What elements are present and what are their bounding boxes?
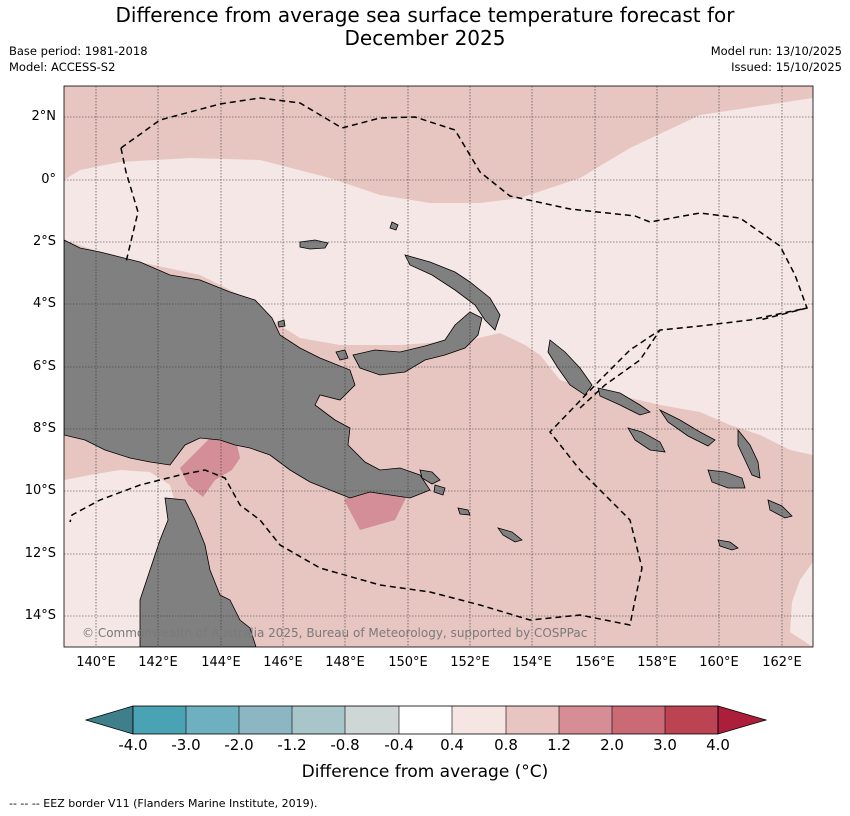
colorbar-tick-8: 0.8: [494, 736, 518, 754]
malaita-island: [737, 428, 761, 479]
colorbar-tick-10: 2.0: [600, 736, 624, 754]
new-guinea-landmass: [64, 239, 431, 499]
colorbar-tick-7: 0.4: [440, 736, 464, 754]
lon-label-158e: 158°E: [637, 655, 677, 670]
meta-right: Model run: 13/10/2025 Issued: 15/10/2025: [711, 43, 842, 75]
colorbar-seg-9: [559, 706, 612, 734]
lat-label-2n: 2°N: [31, 109, 57, 124]
colorbar-tick-3: -2.0: [224, 736, 254, 754]
lat-label-14s: 14°S: [24, 608, 56, 623]
anomaly-0.4-0.8-southeast: [790, 562, 813, 647]
colorbar-seg-7: [452, 706, 506, 734]
colorbar-seg-6: [399, 706, 452, 734]
colorbar-frame: [132, 705, 719, 735]
colorbar-tick-12: 4.0: [706, 736, 730, 754]
lon-label-146e: 146°E: [263, 655, 303, 670]
title-line-2: December 2025: [344, 26, 506, 50]
colorbar-tick-11: 3.0: [653, 736, 677, 754]
graticule: [64, 86, 813, 647]
colorbar-seg-2: [186, 706, 239, 734]
new-georgia-island: [627, 427, 666, 453]
colorbar-tick-5: -0.8: [330, 736, 360, 754]
colorbar-seg-11: [665, 706, 718, 734]
page-title: Difference from average sea surface temp…: [0, 4, 850, 50]
bismarck-archipelago-small: [277, 221, 399, 361]
colorbar-seg-8: [506, 706, 559, 734]
colorbar-tick-4: -1.2: [277, 736, 307, 754]
lon-label-150e: 150°E: [388, 655, 428, 670]
lon-label-162e: 162°E: [762, 655, 802, 670]
colorbar-tick-2: -3.0: [171, 736, 201, 754]
lon-label-152e: 152°E: [450, 655, 490, 670]
issued-date: Issued: 15/10/2025: [731, 60, 842, 74]
eez-footnote: -- -- -- EEZ border V11 (Flanders Marine…: [9, 797, 318, 810]
lat-label-0: 0°: [41, 172, 56, 187]
lat-label-6s: 6°S: [32, 359, 56, 374]
model-run: Model run: 13/10/2025: [710, 44, 842, 58]
lon-label-142e: 142°E: [138, 655, 178, 670]
lat-label-10s: 10°S: [24, 483, 56, 498]
colorbar-dividers: [185, 706, 666, 734]
map-frame: [63, 85, 814, 648]
lon-label-148e: 148°E: [325, 655, 365, 670]
colorbar-tick-6: -0.4: [384, 736, 414, 754]
base-period: Base period: 1981-2018: [9, 44, 148, 58]
rennell-island: [717, 539, 739, 551]
lon-label-140e: 140°E: [76, 655, 116, 670]
colorbar-seg-3: [239, 706, 292, 734]
colorbar-tick-9: 1.2: [547, 736, 571, 754]
colorbar-seg-4: [292, 706, 345, 734]
makira-island: [767, 499, 793, 519]
colorbar-seg-1: [133, 706, 186, 734]
cape-york-landmass: [139, 497, 257, 647]
d-entrecasteaux-islands: [419, 469, 446, 496]
colorbar-arrow-low: [84, 705, 134, 735]
santa-isabel-island: [658, 408, 716, 447]
choiseul-island: [597, 387, 651, 416]
lat-label-4s: 4°S: [32, 296, 56, 311]
lon-label-144e: 144°E: [201, 655, 241, 670]
model-name: Model: ACCESS-S2: [9, 60, 116, 74]
lat-label-12s: 12°S: [24, 546, 56, 561]
colorbar-seg-5: [345, 706, 399, 734]
meta-left: Base period: 1981-2018 Model: ACCESS-S2: [9, 43, 148, 75]
colorbar-seg-10: [612, 706, 665, 734]
lat-label-2s: 2°S: [32, 234, 56, 249]
map-copyright: © Commonwealth of Australia 2025, Bureau…: [82, 626, 588, 640]
eez-border: [69, 97, 809, 626]
lon-label-154e: 154°E: [512, 655, 552, 670]
colorbar-tick-1: -4.0: [118, 736, 148, 754]
title-line-1: Difference from average sea surface temp…: [115, 3, 735, 27]
colorbar: [84, 705, 768, 735]
colorbar-label: Difference from average (°C): [301, 762, 549, 782]
new-ireland-island: [404, 254, 501, 331]
lon-label-160e: 160°E: [699, 655, 739, 670]
new-britain-island: [352, 311, 483, 376]
lat-label-8s: 8°S: [32, 421, 56, 436]
guadalcanal-island: [707, 469, 746, 489]
lon-label-156e: 156°E: [575, 655, 615, 670]
colorbar-arrow-high: [717, 705, 768, 735]
